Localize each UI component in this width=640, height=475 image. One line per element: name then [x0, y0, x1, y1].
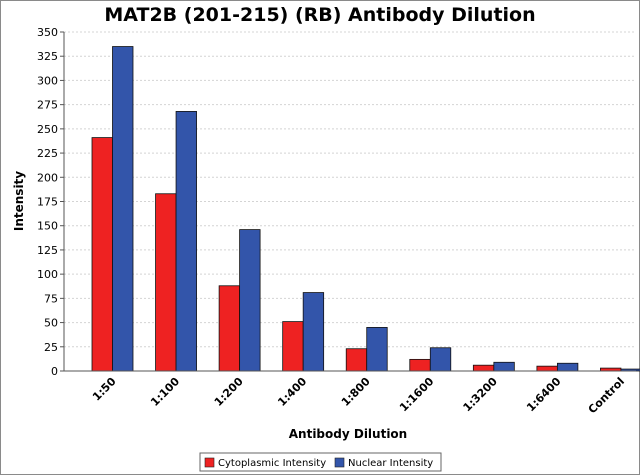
bar-cytoplasmic: [409, 358, 431, 372]
x-tick-label: 1:1600: [397, 375, 437, 415]
legend-label-nuclear: Nuclear Intensity: [348, 458, 433, 469]
x-tick-label: 1:400: [275, 375, 309, 409]
bar-cytoplasmic: [91, 137, 113, 372]
y-tick-label: 125: [37, 244, 58, 257]
y-tick-label: 225: [37, 147, 58, 160]
bar-cytoplasmic: [472, 364, 495, 372]
x-tick-label: 1:6400: [524, 375, 564, 415]
bar-cytoplasmic: [218, 285, 241, 372]
x-axis-label: Antibody Dilution: [289, 427, 407, 441]
legend-swatch-cytoplasmic: [204, 457, 215, 468]
bar-nuclear: [112, 46, 134, 372]
y-tick-label: 325: [37, 50, 58, 63]
bar-cytoplasmic: [345, 348, 368, 372]
x-tick-label: 1:200: [212, 375, 246, 409]
legend: Cytoplasmic Intensity Nuclear Intensity: [199, 452, 442, 472]
y-tick-label: 150: [37, 220, 58, 233]
y-tick-label: 300: [37, 74, 58, 87]
gridlines: [64, 31, 636, 348]
bar-nuclear: [493, 361, 515, 372]
bars: [91, 46, 640, 372]
y-tick-label: 350: [37, 26, 58, 39]
y-axis-label: Intensity: [12, 171, 26, 231]
x-axis-ticks: 1:50 1:100 1:200 1:400 1:800 1:1600 1:3200 1:64…: [90, 375, 627, 417]
y-axis-ticks: 0 25 50 75 100 125 150 175 200 225 250 275 300 325 350: [37, 26, 64, 378]
y-tick-label: 200: [37, 171, 58, 184]
bar-nuclear: [302, 292, 325, 372]
x-tick-label: 1:800: [339, 375, 373, 409]
bar-nuclear: [175, 111, 197, 372]
x-tick-label: Control: [586, 375, 627, 416]
bar-nuclear: [429, 347, 452, 372]
legend-label-cytoplasmic: Cytoplasmic Intensity: [218, 458, 326, 469]
bar-cytoplasmic: [155, 193, 177, 372]
x-tick-label: 1:50: [90, 375, 119, 404]
y-tick-label: 75: [44, 292, 58, 305]
y-tick-label: 250: [37, 123, 58, 136]
bar-nuclear: [366, 327, 388, 372]
y-tick-label: 100: [37, 268, 58, 281]
legend-box: [199, 452, 442, 472]
bar-cytoplasmic: [536, 365, 558, 372]
legend-swatch-nuclear: [334, 457, 345, 468]
bar-cytoplasmic: [282, 321, 304, 372]
y-tick-label: 50: [44, 317, 58, 330]
y-tick-label: 275: [37, 99, 58, 112]
y-tick-label: 25: [44, 341, 58, 354]
y-tick-label: 0: [51, 365, 58, 378]
x-tick-label: 1:3200: [461, 375, 501, 415]
bar-nuclear: [556, 362, 579, 372]
bar-nuclear: [239, 229, 261, 372]
x-tick-label: 1:100: [148, 375, 182, 409]
chart-title: MAT2B (201-215) (RB) Antibody Dilution: [104, 4, 535, 26]
y-tick-label: 175: [37, 196, 58, 209]
